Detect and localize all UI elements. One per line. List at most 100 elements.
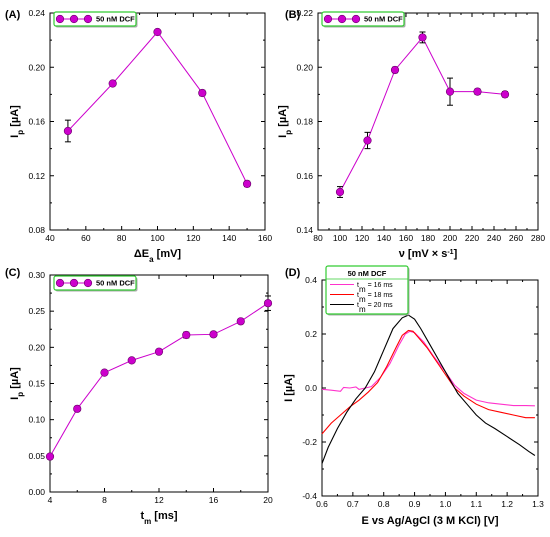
legend-marker — [69, 14, 79, 24]
voltammogram-line — [321, 314, 536, 464]
x-tick-label: 120 — [355, 233, 369, 243]
x-tick-label: 140 — [222, 233, 236, 243]
series-line — [339, 36, 506, 193]
x-tick-label: 100 — [333, 233, 347, 243]
x-tick-label: 100 — [150, 233, 164, 243]
x-axis-label: ν [mV × s-1] — [399, 248, 458, 260]
legend-label: 50 nM DCF — [96, 15, 135, 24]
x-tick-label: 140 — [377, 233, 391, 243]
x-tick-label: 160 — [258, 233, 272, 243]
legend-marker — [83, 14, 93, 24]
legend-box — [325, 265, 409, 315]
x-tick-label: 20 — [263, 495, 273, 505]
x-tick-label: 1.1 — [470, 499, 482, 509]
x-tick-label: 220 — [465, 233, 479, 243]
x-tick-label: 80 — [313, 233, 323, 243]
series-line — [49, 302, 269, 457]
legend-marker — [55, 14, 65, 24]
series-line — [67, 31, 248, 185]
panel-d: 0.6 0.7 0.8 0.9 1.0 1.1 1.2 1.3 -0.4 -0.2 0.0 0.2 0.… — [283, 265, 544, 527]
x-tick-label: 200 — [443, 233, 457, 243]
legend-marker — [351, 14, 361, 24]
x-tick-label: 80 — [117, 233, 127, 243]
y-tick-label: 0.15 — [28, 379, 45, 389]
x-tick-label: 8 — [102, 495, 107, 505]
y-axis-label: Ip [µA] — [9, 367, 25, 400]
y-tick-label: 0.24 — [28, 8, 45, 18]
y-tick-label: 0.0 — [305, 383, 317, 393]
y-tick-label: 0.16 — [28, 117, 45, 127]
y-tick-label: 0.20 — [28, 62, 45, 72]
y-tick-label: 0.12 — [28, 171, 45, 181]
x-tick-label: 260 — [509, 233, 523, 243]
data-point — [154, 347, 164, 356]
x-tick-label: 280 — [531, 233, 545, 243]
y-tick-label: 0.22 — [296, 8, 313, 18]
plot-frame — [317, 12, 539, 231]
data-point — [473, 87, 482, 96]
x-axis-label: ΔEa [mV] — [134, 248, 182, 264]
data-point — [198, 88, 207, 98]
y-tick-label: 0.25 — [28, 306, 45, 316]
x-tick-label: 16 — [209, 495, 219, 505]
x-tick-label: 1.2 — [501, 499, 513, 509]
plot-frame — [49, 12, 266, 231]
x-axis-label: E vs Ag/AgCl (3 M KCl) [V] — [361, 515, 498, 527]
x-tick-label: 1.0 — [440, 499, 452, 509]
y-axis-label: I [µA] — [283, 374, 295, 402]
data-point — [63, 126, 73, 136]
data-point — [500, 90, 510, 99]
legend-title: 50 nM DCF — [348, 269, 387, 278]
legend-series-label: tm = 16 ms — [357, 282, 393, 294]
y-tick-label: 0.4 — [305, 275, 317, 285]
x-axis-label: tm [ms] — [140, 510, 177, 526]
data-point — [153, 27, 162, 37]
panel-c: 4 8 12 16 20 0.00 0.05 0.10 0.15 0.20 0.25 0.30 (C) 5… — [5, 267, 273, 526]
legend-marker — [337, 14, 347, 24]
data-point — [73, 404, 82, 413]
data-point — [182, 330, 191, 340]
y-tick-label: 0.20 — [296, 62, 313, 72]
x-tick-label: 160 — [399, 233, 413, 243]
x-tick-label: 0.9 — [409, 499, 421, 509]
x-tick-label: 4 — [48, 495, 53, 505]
x-tick-label: 60 — [81, 233, 91, 243]
y-tick-label: 0.20 — [28, 342, 45, 352]
data-point — [390, 65, 400, 75]
panel-b: 80 100 120 140 160 180 200 220 240 260 280 0.14 0.16… — [277, 8, 545, 260]
data-point — [45, 452, 55, 461]
legend-marker — [83, 278, 93, 288]
data-point — [242, 179, 252, 188]
data-point — [209, 330, 218, 339]
x-tick-label: 0.8 — [378, 499, 390, 509]
y-tick-label: 0.16 — [296, 171, 313, 181]
y-tick-label: 0.00 — [28, 487, 45, 497]
voltammogram-line — [321, 330, 535, 407]
panel-label: (B) — [285, 9, 301, 21]
data-point — [100, 368, 109, 377]
data-point — [445, 87, 455, 96]
x-tick-label: 180 — [421, 233, 435, 243]
panel-a: 40 60 80 100 120 140 160 0.08 0.12 0.16 0.20 0.24 (A… — [5, 8, 272, 264]
x-tick-label: 12 — [154, 495, 164, 505]
legend-label: 50 nM DCF — [96, 279, 135, 288]
panel-label: (C) — [5, 267, 21, 279]
x-tick-label: 1.3 — [532, 499, 544, 509]
y-axis-label: Ip [µA] — [9, 105, 25, 138]
legend-marker — [69, 278, 79, 288]
x-tick-label: 0.6 — [316, 499, 328, 509]
data-point — [127, 356, 136, 365]
panel-label: (A) — [5, 9, 21, 21]
y-tick-label: -0.2 — [302, 437, 317, 447]
x-tick-label: 40 — [45, 233, 55, 243]
voltammogram-line — [321, 329, 535, 435]
y-tick-label: 0.08 — [28, 225, 45, 235]
y-tick-label: 0.2 — [305, 329, 317, 339]
legend-marker — [55, 278, 65, 288]
x-tick-label: 0.7 — [347, 499, 359, 509]
data-point — [363, 136, 372, 145]
data-point — [418, 33, 427, 42]
y-axis-label: Ip [µA] — [277, 105, 293, 138]
data-point — [263, 299, 273, 308]
